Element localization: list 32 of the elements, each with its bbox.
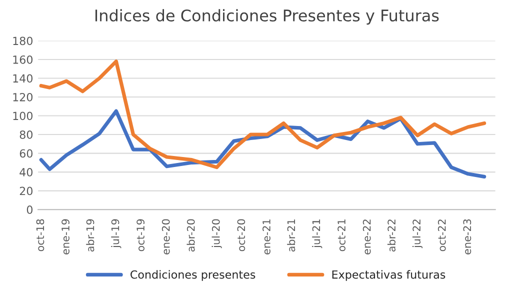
x-tick-label: oct-19 [136, 219, 144, 252]
x-tick-label: oct-22 [438, 220, 446, 252]
x-tick-label: ene-21 [262, 220, 270, 254]
x-tick-label: ene-19 [62, 219, 70, 254]
x-tick-label: oct-18 [36, 219, 44, 252]
x-tick-label: jul-22 [412, 220, 423, 248]
y-tick-label: 0 [26, 205, 32, 214]
y-tick-label: 140 [13, 74, 32, 83]
x-tick-label: oct-21 [338, 220, 346, 252]
x-tick-label: abr-19 [86, 219, 94, 252]
y-tick-label: 180 [13, 36, 32, 46]
y-tick-label: 80 [20, 130, 32, 139]
chart-title: Indices de Condiciones Presentes y Futuras [95, 9, 439, 25]
x-tick-label: abr-20 [186, 219, 195, 252]
x-tick-label: ene-20 [162, 219, 170, 254]
y-tick-label: 40 [20, 168, 32, 176]
legend-label: Condiciones presentes [130, 270, 256, 281]
x-tick-label: jul-21 [312, 220, 322, 248]
x-tick-label: jul-19 [111, 219, 122, 248]
x-tick-label: ene-22 [362, 220, 371, 254]
y-tick-label: 100 [13, 112, 32, 120]
x-tick-label: abr-22 [387, 220, 396, 252]
y-tick-label: 60 [20, 149, 32, 158]
line-series [39, 60, 486, 170]
y-tick-label: 120 [13, 92, 32, 102]
x-tick-label: ene-23 [463, 219, 472, 254]
x-tick-label: oct-20 [237, 219, 246, 252]
legend-label: Expectativas futuras [332, 270, 446, 281]
y-tick-label: 20 [20, 186, 32, 196]
y-tick-label: 160 [13, 55, 32, 64]
x-tick-label: jul-20 [212, 219, 222, 248]
x-tick-label: abr-21 [287, 220, 296, 252]
